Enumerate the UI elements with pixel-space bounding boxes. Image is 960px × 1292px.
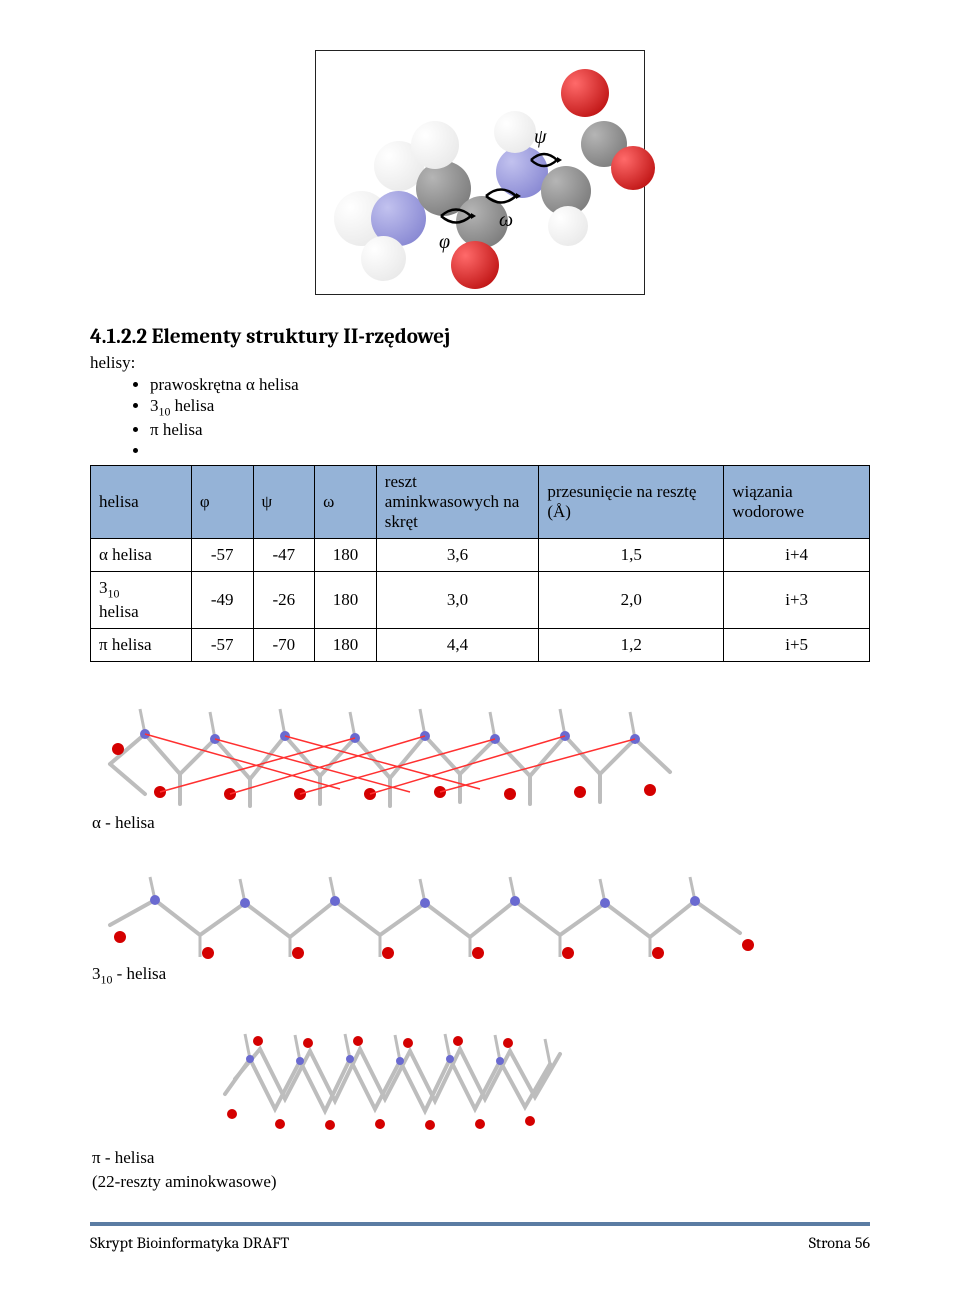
footer-right: Strona 56	[809, 1234, 870, 1252]
list-item: π helisa	[150, 420, 870, 440]
col-hbond: wiązania wodorowe	[724, 466, 870, 539]
cell-hb: i+4	[724, 539, 870, 572]
page: φ ω ψ 4.1.2.2 Elementy struktury II-rzęd…	[0, 0, 960, 1292]
col-psi: ψ	[253, 466, 315, 539]
pi-caption: π - helisa	[92, 1148, 870, 1168]
cell-res: 4,4	[376, 628, 539, 661]
cell-res: 3,6	[376, 539, 539, 572]
cell-shift: 1,5	[539, 539, 724, 572]
section-heading: 4.1.2.2 Elementy struktury II-rzędowej	[90, 325, 870, 349]
rotation-arrow-icon	[436, 201, 476, 231]
page-footer: Skrypt Bioinformatyka DRAFT Strona 56	[90, 1234, 870, 1252]
section-title: Elementy struktury II-rzędowej	[152, 325, 451, 349]
atom-o	[611, 146, 655, 190]
dihedral-angle-figure: φ ω ψ	[315, 50, 645, 295]
cell-psi: -70	[253, 628, 315, 661]
table-row: α helisa -57 -47 180 3,6 1,5 i+4	[91, 539, 870, 572]
phi-label: φ	[439, 231, 450, 254]
cell-phi: -57	[191, 539, 253, 572]
cell-name: π helisa	[91, 628, 192, 661]
cell-psi: -47	[253, 539, 315, 572]
list-item: 310 helisa	[150, 396, 870, 419]
cell-hb: i+3	[724, 572, 870, 628]
table-header-row: helisa φ ψ ω reszt aminkwasowych na skrę…	[91, 466, 870, 539]
atom-o	[451, 241, 499, 289]
pi-note: (22-reszty aminokwasowe)	[92, 1172, 870, 1192]
col-residues: reszt aminkwasowych na skręt	[376, 466, 539, 539]
alpha-helix-svg	[90, 694, 710, 809]
section-number: 4.1.2.2	[90, 325, 147, 349]
cell-hb: i+5	[724, 628, 870, 661]
cell-res: 3,0	[376, 572, 539, 628]
col-helisa: helisa	[91, 466, 192, 539]
helix-bullet-list: prawoskrętna α helisa 310 helisa π helis…	[90, 375, 870, 457]
cell-omega: 180	[315, 572, 377, 628]
list-item-label: 310 helisa	[150, 396, 214, 415]
helix-parameters-table: helisa φ ψ ω reszt aminkwasowych na skrę…	[90, 465, 870, 661]
three10-helix-figure	[90, 865, 870, 960]
cell-shift: 2,0	[539, 572, 724, 628]
atom-h	[361, 236, 406, 281]
three10-helix-svg	[90, 865, 790, 960]
cell-name: α helisa	[91, 539, 192, 572]
alpha-caption: α - helisa	[92, 813, 870, 833]
cell-shift: 1,2	[539, 628, 724, 661]
three10-caption: 310 - helisa	[92, 964, 870, 987]
cell-phi: -57	[191, 628, 253, 661]
alpha-helix-figure	[90, 694, 870, 809]
table-row: 310helisa -49 -26 180 3,0 2,0 i+3	[91, 572, 870, 628]
table-row: π helisa -57 -70 180 4,4 1,2 i+5	[91, 628, 870, 661]
list-item-empty	[150, 441, 870, 457]
col-omega: ω	[315, 466, 377, 539]
pi-helix-figure	[210, 1019, 870, 1144]
omega-label: ω	[499, 209, 513, 232]
col-phi: φ	[191, 466, 253, 539]
cell-name: 310helisa	[91, 572, 192, 628]
footer-rule	[90, 1222, 870, 1226]
cell-phi: -49	[191, 572, 253, 628]
rotation-arrow-icon	[481, 181, 521, 211]
footer-left: Skrypt Bioinformatyka DRAFT	[90, 1234, 289, 1252]
pi-helix-svg	[210, 1019, 580, 1144]
col-shift: przesunięcie na resztę (Å)	[539, 466, 724, 539]
cell-omega: 180	[315, 539, 377, 572]
subheading: helisy:	[90, 353, 870, 373]
atom-h	[411, 121, 459, 169]
atom-h	[548, 206, 588, 246]
rotation-arrow-icon	[526, 146, 562, 174]
cell-psi: -26	[253, 572, 315, 628]
list-item: prawoskrętna α helisa	[150, 375, 870, 395]
cell-omega: 180	[315, 628, 377, 661]
atom-o	[561, 69, 609, 117]
